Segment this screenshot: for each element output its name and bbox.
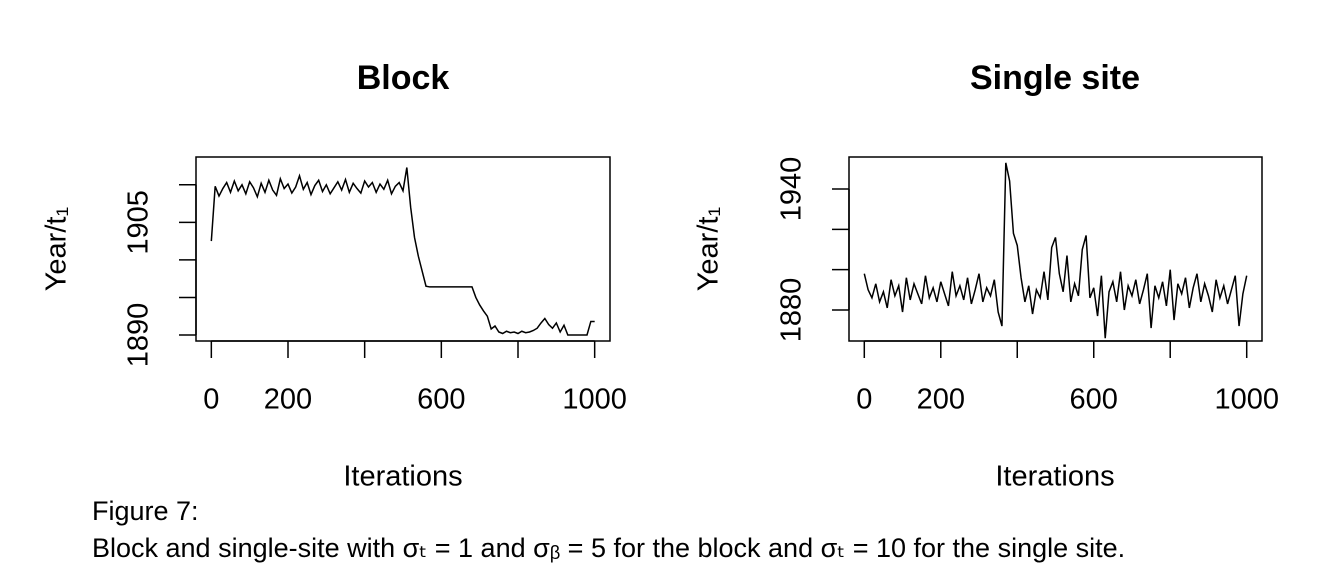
y-axis-label: Year/t₁ — [41, 207, 73, 292]
plot-box — [195, 156, 611, 342]
x-tick-label: 200 — [264, 384, 312, 416]
caption-label: Figure 7: — [92, 496, 199, 526]
y-tick-label: 1940 — [776, 157, 808, 222]
x-tick-label: 600 — [417, 384, 465, 416]
x-tick-label: 200 — [917, 384, 965, 416]
y-tick-label: 1880 — [776, 278, 808, 343]
y-tick-label: 1890 — [123, 303, 155, 368]
trace-line — [863, 162, 1248, 339]
caption-text: Block and single-site with σₜ = 1 and σᵦ… — [92, 533, 1125, 563]
x-tick-label: 1000 — [562, 384, 627, 416]
x-axis-label: Iterations — [995, 461, 1114, 493]
plot-box — [848, 156, 1263, 342]
y-tick-label: 1905 — [123, 190, 155, 255]
x-tick-label: 0 — [856, 384, 872, 416]
x-axis-label: Iterations — [343, 461, 462, 493]
trace-line — [210, 167, 595, 336]
chart-title: Single site — [970, 59, 1140, 97]
x-tick-label: 600 — [1070, 384, 1118, 416]
y-axis-label: Year/t₁ — [693, 207, 725, 292]
x-tick-label: 0 — [203, 384, 219, 416]
x-tick-label: 1000 — [1214, 384, 1279, 416]
chart-title: Block — [357, 59, 450, 97]
